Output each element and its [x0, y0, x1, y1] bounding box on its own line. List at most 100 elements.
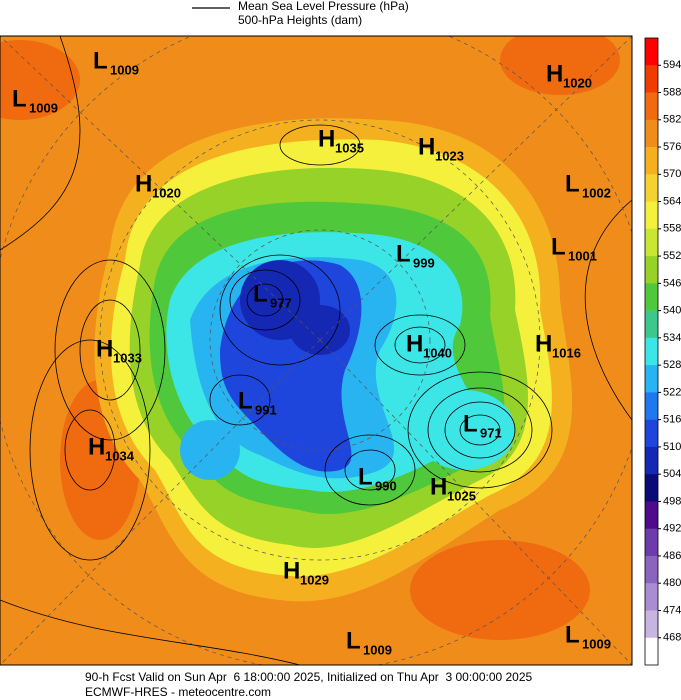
center-type: L — [93, 47, 108, 74]
colorbar-segment — [645, 419, 658, 448]
center-type: L — [463, 410, 478, 437]
center-value: 1033 — [113, 350, 142, 365]
center-value: 1016 — [552, 345, 581, 360]
center-type: L — [346, 627, 361, 654]
colorbar-segment — [645, 256, 658, 284]
legend-line-label: Mean Sea Level Pressure (hPa) — [238, 0, 409, 13]
center-value: 999 — [413, 255, 435, 270]
colorbar-tick-label: 576 — [663, 141, 681, 153]
colorbar-tick-label: 474 — [663, 604, 681, 616]
center-type: L — [565, 621, 580, 648]
colorbar-segment — [645, 446, 658, 475]
pressure-center: H 1023 — [418, 133, 464, 163]
footer-valid: 90-h Fcst Valid on Sun Apr 6 18:00:00 20… — [85, 670, 533, 684]
pressure-center: L 1001 — [551, 233, 597, 263]
center-type: H — [318, 125, 335, 152]
map-frame — [0, 35, 633, 666]
center-type: H — [283, 557, 300, 584]
pressure-center: L 977 — [253, 280, 292, 310]
pressure-center: H 1035 — [318, 125, 364, 155]
colorbar-tick-label: 534 — [663, 332, 681, 344]
center-value: 1034 — [105, 448, 135, 463]
colorbar-segment — [645, 147, 658, 175]
colorbar-segment — [645, 637, 658, 666]
center-value: 1025 — [447, 488, 476, 503]
colorbar-tick-label: 594 — [663, 59, 681, 71]
pressure-center: H 1025 — [430, 473, 476, 503]
colorbar-tick-label: 540 — [663, 305, 681, 317]
pressure-center: L 971 — [463, 410, 502, 440]
colorbar-segment — [645, 555, 658, 584]
colorbar-segment — [645, 392, 658, 420]
colorbar-tick-label: 546 — [663, 277, 681, 289]
colorbar-tick-label: 498 — [663, 495, 681, 507]
colorbar-segment — [645, 283, 658, 311]
colorbar-segment — [645, 310, 658, 339]
pressure-center: H 1040 — [406, 330, 452, 360]
colorbar-segment — [645, 337, 658, 366]
center-type: H — [546, 60, 563, 87]
colorbar-segment — [645, 65, 658, 93]
colorbar-tick-label: 528 — [663, 359, 681, 371]
map — [0, 35, 633, 666]
center-type: L — [12, 85, 27, 112]
height-field — [500, 36, 620, 95]
colorbar-tick-label: 558 — [663, 223, 681, 235]
center-value: 1009 — [110, 62, 139, 77]
colorbar-tick-label: 468 — [663, 632, 681, 644]
pressure-contours — [0, 36, 632, 665]
height-field — [180, 420, 240, 480]
colorbar-segment — [645, 583, 658, 611]
colorbar-tick-label: 588 — [663, 86, 681, 98]
center-value: 1001 — [568, 248, 597, 263]
center-type: L — [238, 387, 253, 414]
colorbar-segment — [645, 528, 658, 557]
pressure-center: L 991 — [238, 387, 277, 417]
center-value: 1009 — [582, 636, 611, 651]
center-type: L — [551, 233, 566, 260]
colorbar-segment — [645, 365, 658, 393]
colorbar-tick-label: 582 — [663, 114, 681, 126]
center-type: L — [358, 463, 373, 490]
pressure-center: H 1020 — [135, 170, 181, 200]
colorbar-segment — [645, 38, 658, 66]
center-value: 971 — [480, 425, 502, 440]
graticule — [0, 36, 632, 665]
center-type: L — [253, 280, 268, 307]
center-value: 1020 — [152, 185, 181, 200]
center-value: 1009 — [363, 642, 392, 657]
center-type: L — [565, 170, 580, 197]
colorbar-segment — [645, 201, 658, 230]
colorbar-tick-label: 486 — [663, 550, 681, 562]
center-value: 977 — [270, 295, 292, 310]
colorbar-tick-label: 492 — [663, 523, 681, 535]
pressure-center: H 1029 — [283, 557, 329, 587]
pressure-center: H 1016 — [535, 330, 581, 360]
footer-source: ECMWF-HRES - meteocentre.com — [85, 685, 271, 699]
center-type: H — [418, 133, 435, 160]
colorbar-tick-label: 552 — [663, 250, 681, 262]
center-type: H — [430, 473, 447, 500]
pressure-center: L 1009 — [565, 621, 611, 651]
colorbar-segment — [645, 119, 658, 148]
center-type: H — [135, 170, 152, 197]
colorbar-frame — [644, 37, 659, 666]
center-value: 1023 — [435, 148, 464, 163]
height-field — [410, 540, 590, 640]
center-value: 990 — [375, 478, 397, 493]
center-value: 1040 — [423, 345, 452, 360]
pressure-center: L 990 — [358, 463, 397, 493]
pressure-center: H 1020 — [546, 60, 592, 90]
legend-fill-label: 500-hPa Heights (dam) — [238, 13, 362, 27]
colorbar-segment — [645, 610, 658, 639]
height-field — [290, 305, 350, 355]
colorbar-segment — [645, 501, 658, 529]
pressure-center: L 1009 — [12, 85, 58, 115]
center-type: L — [396, 240, 411, 267]
center-value: 991 — [255, 402, 277, 417]
colorbar-segment — [645, 228, 658, 257]
pressure-center: L 1002 — [565, 170, 611, 200]
center-type: H — [535, 330, 552, 357]
colorbar-tick-label: 516 — [663, 414, 681, 426]
